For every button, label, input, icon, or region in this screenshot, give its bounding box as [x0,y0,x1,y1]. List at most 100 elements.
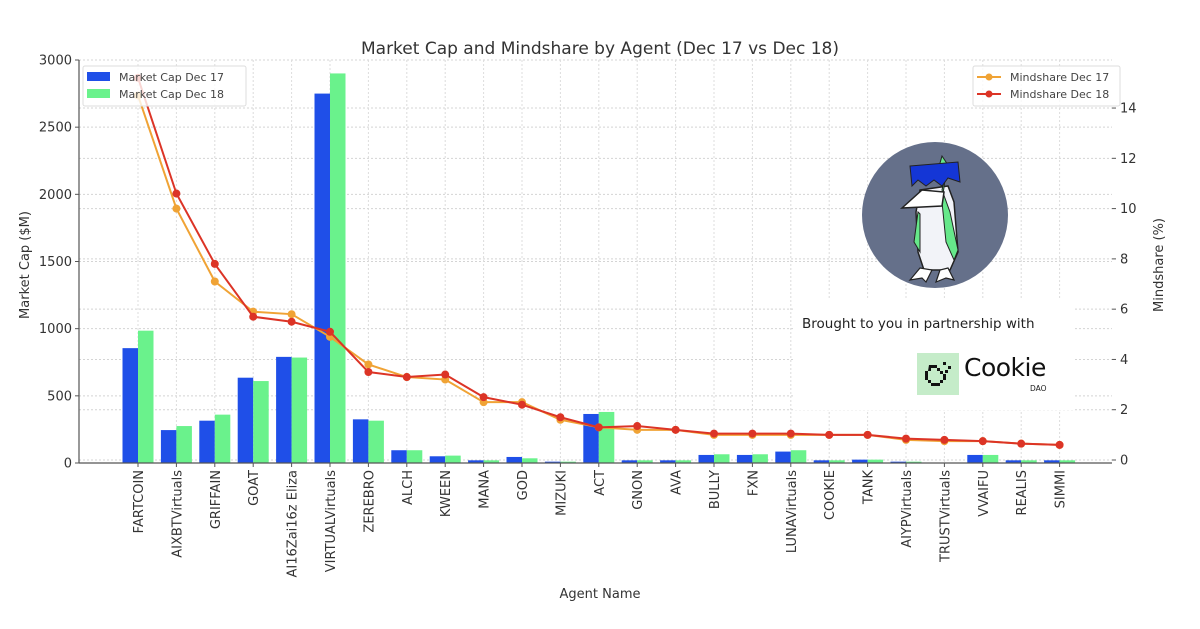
point-ms-dec18 [978,437,987,446]
legend-swatch [87,89,110,98]
x-tick-label: REALIS [1015,470,1030,515]
point-ms-dec18 [671,425,680,434]
penguin-avatar [862,142,1008,288]
x-tick-label: SIMMI [1054,470,1069,508]
legend-marker [985,73,993,81]
bar-mc-dec17 [736,454,753,463]
point-ms-dec18 [172,189,181,198]
point-ms-dec18 [786,429,795,438]
partner-text: Brought to you in partnership with [802,316,1035,332]
point-ms-dec18 [326,327,334,336]
point-ms-dec18 [518,400,526,409]
bar-mc-dec18 [330,73,346,463]
axes: 0 500 1000 1500 2000 2500 3000 0 2 4 6 8 10 12 14 FARTC… [39,54,1137,578]
bar-mc-dec18 [253,381,269,463]
point-ms-dec18 [748,429,757,438]
y-left-tick-label: 0 [64,457,72,472]
x-tick-label: ACT [593,470,608,496]
bar-mc-dec17 [314,93,330,463]
x-tick-label: MANA [478,470,493,509]
bar-mc-dec17 [199,420,215,463]
bar-mc-dec18 [829,460,845,463]
x-tick-label: AIXBTVirtuals [170,470,185,558]
bar-mc-dec17 [391,450,407,463]
x-tick-label: VIRTUALVirtuals [324,470,339,572]
bar-mc-dec18 [368,420,384,463]
bar-mc-dec17 [237,377,254,463]
x-tick-label: MIZUKI [554,470,569,516]
legend-swatch [87,72,110,81]
point-ms-dec18 [594,423,603,432]
bar-mc-dec17 [813,460,830,463]
bar-mc-dec17 [1005,460,1022,463]
point-ms-dec18 [633,422,642,431]
bar-mc-dec18 [214,414,231,463]
bar-mc-dec17 [775,451,791,463]
bar-mc-dec17 [967,454,983,463]
point-ms-dec18 [287,317,296,326]
point-ms-dec18 [556,413,565,422]
y-left-tick-label: 1000 [39,322,72,337]
bar-mc-dec18 [714,454,730,463]
point-ms-dec18 [1017,439,1026,448]
x-tick-label: GRIFFAIN [209,470,224,529]
point-ms-dec18 [902,434,910,443]
y-right-tick-label: 12 [1120,152,1137,167]
point-ms-dec18 [825,430,834,439]
chart-title: Market Cap and Mindshare by Agent (Dec 1… [361,39,839,59]
y-axis-left-label: Market Cap ($M) [18,211,33,319]
cookie-logo-word: Cookie [964,353,1046,382]
y-right-tick-label: 10 [1120,202,1137,217]
bar-mc-dec18 [982,454,999,463]
point-ms-dec17 [172,204,181,213]
legend-label: Mindshare Dec 18 [1010,88,1109,101]
point-ms-dec18 [1055,440,1064,449]
point-ms-dec17 [364,360,373,369]
x-tick-label: VVAIFU [977,470,992,517]
point-ms-dec17 [210,277,219,286]
bar-mc-dec17 [583,413,599,463]
bar-mc-dec17 [160,430,177,463]
lines [134,73,1064,449]
legend-market-cap: Market Cap Dec 17 Market Cap Dec 18 [82,65,247,107]
y-left-tick-label: 1500 [39,255,72,270]
x-tick-label: GOD [516,470,531,500]
point-ms-dec18 [249,312,258,321]
bar-mc-dec18 [867,459,884,463]
x-tick-label: TRUSTVirtuals [938,470,953,563]
bar-mc-dec17 [352,419,369,463]
bar-mc-dec18 [675,460,692,463]
legend-label: Market Cap Dec 18 [119,88,224,101]
x-tick-label: TANK [862,470,877,506]
bar-mc-dec17 [429,456,446,463]
cookie-logo-sub: DAO [1030,384,1047,393]
bar-mc-dec17 [621,460,638,463]
bar-mc-dec17 [276,356,292,463]
cookie-logo-icon [917,353,959,395]
y-right-tick-label: 4 [1120,353,1128,368]
bar-mc-dec18 [1059,460,1076,463]
point-ms-dec18 [863,430,872,439]
partner-banner: Brought to you in partnership with Cooki… [793,298,1075,410]
bar-mc-dec17 [852,459,868,463]
penguin-icon [899,154,961,284]
point-ms-dec17 [287,310,296,319]
bar-mc-dec18 [752,454,768,463]
bar-mc-dec18 [637,460,653,463]
bar-mc-dec17 [468,460,484,463]
y-right-tick-label: 0 [1120,454,1128,469]
bar-mc-dec17 [506,456,522,463]
point-ms-dec18 [210,259,219,268]
point-ms-dec18 [479,393,488,402]
bar-mc-dec17 [698,454,714,463]
bar-mc-dec17 [544,461,561,463]
y-axis-right-label: Mindshare (%) [1152,218,1167,312]
x-tick-label: AVA [670,470,685,495]
x-tick-label: BULLY [708,470,723,509]
legend-marker [985,90,993,98]
y-left-tick-label: 500 [47,389,72,404]
bar-mc-dec17 [890,461,906,463]
bar-mc-dec18 [1021,460,1037,463]
x-tick-label: AIYPVirtuals [900,470,915,548]
legend-label: Mindshare Dec 17 [1010,71,1109,84]
